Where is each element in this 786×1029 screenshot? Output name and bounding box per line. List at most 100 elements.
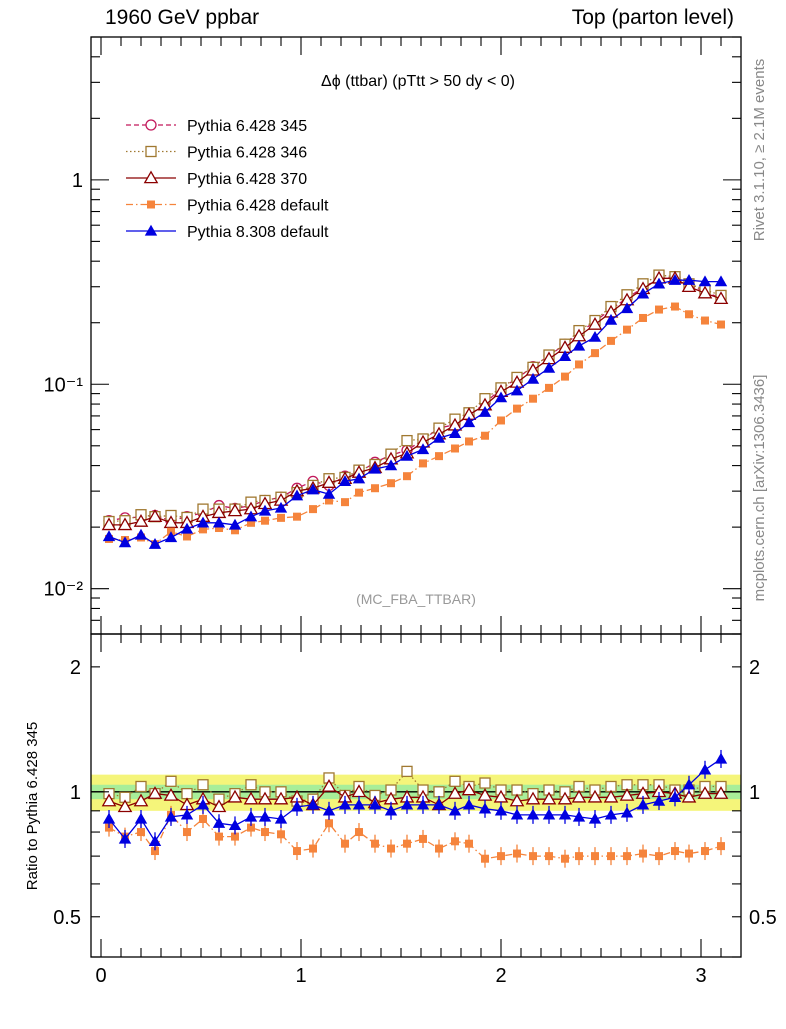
ratio-point xyxy=(571,789,587,803)
ratio-point xyxy=(338,798,352,810)
ratio-point xyxy=(197,779,209,791)
ratio-point xyxy=(306,798,320,810)
ratio-line-pythia-6-428-default xyxy=(108,813,722,860)
ratio-point xyxy=(461,782,477,796)
ratio-point xyxy=(685,849,693,858)
data-point xyxy=(403,472,411,481)
data-point xyxy=(258,504,272,516)
ratio-point xyxy=(526,808,540,820)
ratio-point xyxy=(588,812,602,824)
ratio-point xyxy=(181,787,193,800)
data-point xyxy=(117,517,133,531)
ratio-point xyxy=(384,804,398,816)
ratio-point xyxy=(151,847,159,856)
ratio-point xyxy=(558,808,572,820)
legend-label: Pythia 8.308 default xyxy=(187,224,329,241)
series-line-pythia-6-428-346 xyxy=(108,274,722,523)
ratio-point xyxy=(101,793,117,807)
data-point xyxy=(102,530,116,542)
ratio-point xyxy=(341,839,349,848)
legend-marker xyxy=(143,170,159,184)
ratio-point xyxy=(137,828,145,837)
ratio-y-tick-label-right: 0.5 xyxy=(749,907,777,929)
data-point xyxy=(290,489,304,501)
ratio-point xyxy=(199,815,207,824)
ratio-point xyxy=(465,839,473,848)
ratio-point xyxy=(416,798,430,810)
ratio-line-pythia-8-308-default xyxy=(108,758,722,843)
ratio-point xyxy=(148,835,162,846)
main-y-tick-label: 10⁻² xyxy=(44,579,84,601)
ratio-point xyxy=(243,791,259,805)
ratio-point xyxy=(368,798,382,810)
main-y-tick-label: 1 xyxy=(72,170,83,192)
header-left: 1960 GeV ppbar xyxy=(105,6,260,29)
data-point xyxy=(481,431,489,440)
ratio-point xyxy=(147,786,163,799)
ratio-point xyxy=(478,802,492,814)
ratio-series-pythia-8-308-default xyxy=(102,749,728,851)
ratio-y-tick-label: 0.5 xyxy=(53,907,81,929)
ratio-point xyxy=(655,852,663,861)
ratio-point xyxy=(591,852,599,861)
ratio-point xyxy=(401,765,413,778)
ratio-point xyxy=(682,778,696,790)
ratio-point xyxy=(432,798,446,810)
ratio-point xyxy=(371,839,379,848)
ratio-point xyxy=(542,808,556,820)
data-point xyxy=(713,291,729,305)
ratio-point xyxy=(529,852,537,861)
legend-entry-pythia-6-428-345: Pythia 6.428 345 xyxy=(126,118,307,135)
ratio-series-pythia-6-428-default xyxy=(105,805,725,868)
main-plot-title: Δϕ (ttbar) (pTtt > 50 dy < 0) xyxy=(321,73,515,90)
data-point xyxy=(322,487,336,499)
ratio-point xyxy=(433,786,445,798)
ratio-point xyxy=(572,810,586,822)
data-point xyxy=(432,431,446,443)
data-point xyxy=(199,525,207,534)
data-point xyxy=(321,475,337,488)
data-point xyxy=(526,372,540,384)
data-point xyxy=(231,526,239,535)
legend-entry-pythia-6-428-370: Pythia 6.428 370 xyxy=(126,170,307,188)
data-point xyxy=(309,505,317,514)
main-series-group xyxy=(101,269,729,549)
ratio-point xyxy=(290,800,304,812)
data-point xyxy=(604,313,618,325)
legend-marker xyxy=(147,200,155,209)
data-point xyxy=(101,517,117,531)
data-point xyxy=(478,405,492,417)
data-point xyxy=(261,516,269,525)
data-point xyxy=(163,515,179,529)
data-point xyxy=(510,384,524,396)
ratio-series-group xyxy=(101,749,729,868)
data-point xyxy=(587,317,603,330)
ratio-point xyxy=(698,763,712,775)
data-point xyxy=(652,277,666,289)
data-point xyxy=(639,313,647,322)
data-point xyxy=(196,516,210,528)
legend-marker xyxy=(145,119,157,131)
data-point xyxy=(685,310,693,319)
data-point xyxy=(494,391,508,403)
ratio-point xyxy=(135,780,147,793)
data-point xyxy=(620,302,634,314)
ratio-point xyxy=(652,794,666,806)
ratio-point xyxy=(479,777,491,789)
ratio-point xyxy=(244,810,258,822)
data-point xyxy=(607,336,615,345)
ratio-point xyxy=(497,852,505,861)
ratio-point xyxy=(322,804,336,816)
ratio-point xyxy=(257,791,273,805)
ratio-point xyxy=(697,786,713,799)
watermark-label: (MC_FBA_TTBAR) xyxy=(356,591,476,607)
data-point xyxy=(368,462,382,474)
ratio-line-pythia-6-428-370 xyxy=(108,785,721,808)
ratio-point xyxy=(163,787,179,801)
ratio-point xyxy=(165,775,177,787)
data-point xyxy=(435,452,443,461)
data-point xyxy=(497,416,505,425)
ratio-point xyxy=(258,810,272,822)
